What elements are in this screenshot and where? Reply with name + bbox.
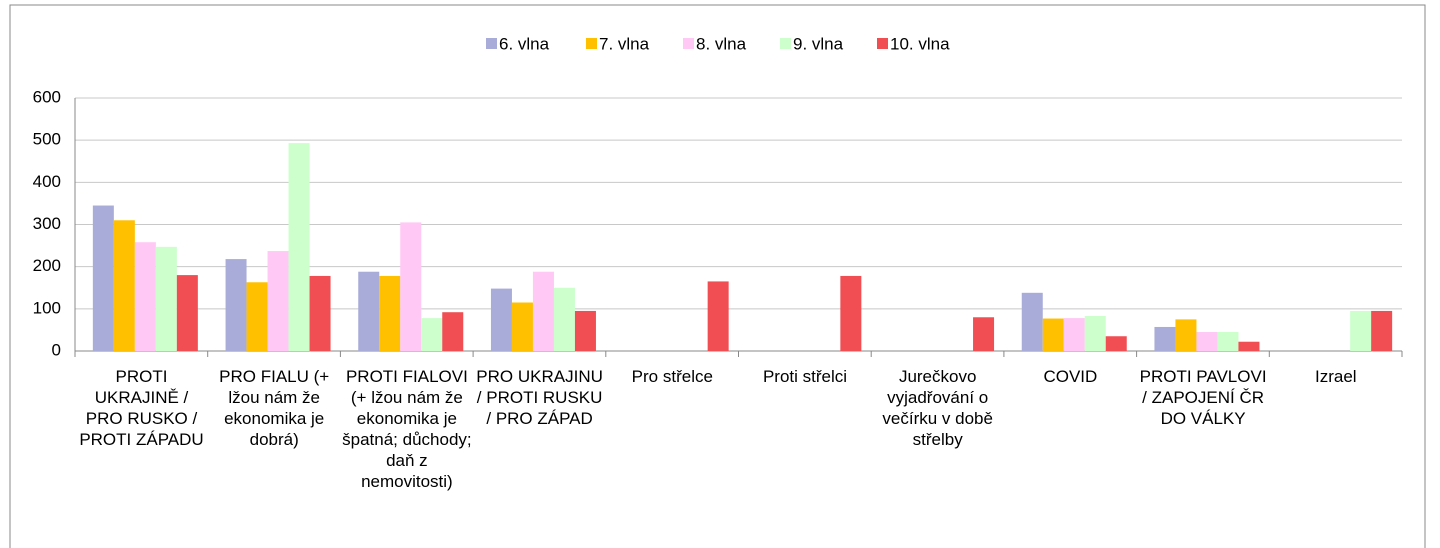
- bar: [1196, 332, 1218, 351]
- x-tick-label: Izrael: [1315, 367, 1357, 386]
- bar: [1371, 310, 1393, 351]
- legend-swatch: [877, 38, 888, 49]
- y-tick-label: 300: [33, 214, 61, 233]
- bar: [1084, 316, 1106, 351]
- legend-label: 9. vlna: [793, 34, 844, 53]
- y-tick-label: 200: [33, 256, 61, 275]
- x-tick-label: PRO FIALU (+ lžou nám že ekonomika je do…: [219, 367, 330, 449]
- bar: [176, 275, 198, 351]
- bar: [442, 312, 464, 351]
- bar: [1238, 341, 1260, 351]
- x-tick-label: PROTI UKRAJINĚ / PRO RUSKO / PROTI ZÁPAD…: [79, 367, 204, 449]
- bar: [1175, 319, 1197, 351]
- y-tick-label: 600: [33, 87, 61, 106]
- bar: [421, 318, 443, 351]
- bar: [1350, 310, 1372, 351]
- bar: [707, 281, 729, 351]
- x-tick-label: Pro střelce: [631, 367, 713, 386]
- bar: [92, 205, 114, 351]
- bar: [379, 275, 401, 351]
- x-tick-label: COVID: [1043, 367, 1098, 386]
- y-tick-label: 0: [52, 340, 61, 359]
- bar: [532, 271, 554, 351]
- bar: [358, 271, 380, 351]
- x-tick-label: PROTI FIALOVI (+ lžou nám že ekonomika j…: [342, 367, 472, 491]
- bar: [267, 251, 289, 351]
- legend-swatch: [586, 38, 597, 49]
- bar: [113, 220, 135, 351]
- bar: [246, 282, 268, 351]
- x-tick-label: Proti střelci: [762, 367, 848, 386]
- bar: [400, 222, 422, 351]
- bar: [1042, 318, 1064, 351]
- bar: [309, 275, 331, 351]
- bar: [134, 242, 156, 351]
- bar: [1105, 336, 1127, 351]
- y-tick-label: 500: [33, 130, 61, 149]
- x-tick-label: PROTI PAVLOVI / ZAPOJENÍ ČR DO VÁLKY: [1139, 367, 1267, 428]
- y-tick-label: 100: [33, 298, 61, 317]
- legend-label: 6. vlna: [499, 34, 550, 53]
- y-tick-label: 400: [33, 172, 61, 191]
- bar: [1021, 292, 1043, 351]
- legend-swatch: [780, 38, 791, 49]
- bar: [840, 275, 862, 351]
- x-tick-label: PRO UKRAJINU / PROTI RUSKU / PRO ZÁPAD: [476, 367, 603, 428]
- legend-swatch: [683, 38, 694, 49]
- bar: [1154, 326, 1176, 351]
- legend-label: 7. vlna: [599, 34, 650, 53]
- bar: [490, 288, 512, 351]
- bar: [574, 310, 596, 351]
- bar: [553, 287, 575, 351]
- bar: [155, 246, 177, 351]
- x-tick-label: Jurečkovo vyjadřování o večírku v době s…: [882, 367, 993, 449]
- legend-label: 10. vlna: [890, 34, 950, 53]
- legend-swatch: [486, 38, 497, 49]
- legend-label: 8. vlna: [696, 34, 747, 53]
- bar: [225, 259, 247, 351]
- bar: [973, 317, 995, 351]
- bar: [511, 302, 533, 351]
- bar: [288, 143, 310, 351]
- bar: [1063, 318, 1085, 351]
- chart-border: [9, 4, 1426, 548]
- bar: [1217, 332, 1239, 351]
